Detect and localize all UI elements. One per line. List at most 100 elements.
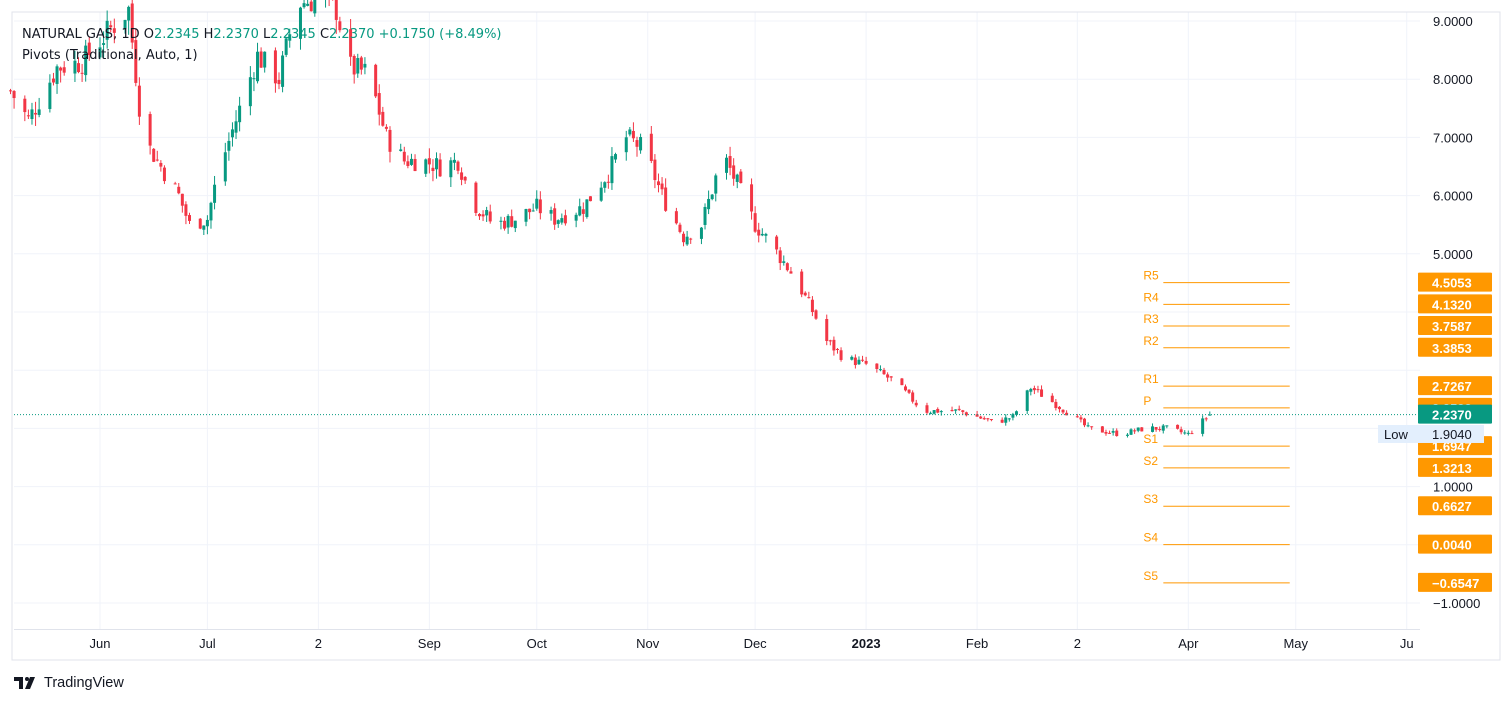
candle-body[interactable] — [402, 151, 406, 162]
candle-body[interactable] — [649, 133, 653, 161]
candle-body[interactable] — [764, 233, 768, 236]
candle-body[interactable] — [449, 160, 453, 178]
candle-body[interactable] — [202, 225, 206, 230]
candle-body[interactable] — [810, 299, 814, 313]
candle-body[interactable] — [664, 187, 668, 211]
candle-body[interactable] — [506, 215, 510, 228]
candle-body[interactable] — [352, 55, 356, 75]
candle-body[interactable] — [234, 121, 238, 133]
candle-body[interactable] — [814, 310, 818, 319]
candle-body[interactable] — [1115, 430, 1119, 437]
candle-body[interactable] — [427, 158, 431, 165]
candles[interactable] — [9, 0, 1212, 438]
candle-body[interactable] — [1004, 417, 1008, 423]
candle-body[interactable] — [857, 359, 861, 365]
price-axis-label[interactable]: 9.0000 — [1433, 14, 1473, 29]
candle-body[interactable] — [1190, 433, 1194, 435]
candle-body[interactable] — [775, 236, 779, 250]
candle-body[interactable] — [1086, 425, 1090, 427]
candle-body[interactable] — [524, 209, 528, 222]
candle-body[interactable] — [825, 319, 829, 341]
candle-body[interactable] — [399, 149, 403, 152]
candle-body[interactable] — [409, 158, 413, 165]
candle-body[interactable] — [59, 67, 63, 71]
candle-body[interactable] — [263, 51, 267, 68]
price-axis[interactable]: 9.0000 8.0000 7.0000 6.0000 5.0000 1.0000 −1.0… — [1433, 14, 1480, 611]
candle-body[interactable] — [238, 105, 242, 123]
candle-body[interactable] — [882, 369, 886, 375]
candle-body[interactable] — [298, 7, 302, 39]
candle-body[interactable] — [1090, 426, 1094, 428]
candle-body[interactable] — [1129, 429, 1133, 435]
candle-body[interactable] — [424, 159, 428, 174]
candle-body[interactable] — [284, 38, 288, 55]
candle-body[interactable] — [610, 156, 614, 184]
candle-body[interactable] — [9, 90, 12, 92]
candle-body[interactable] — [413, 158, 417, 172]
candle-body[interactable] — [563, 215, 567, 224]
candle-body[interactable] — [184, 204, 188, 216]
candle-body[interactable] — [1158, 429, 1162, 431]
candle-body[interactable] — [503, 220, 507, 229]
candle-body[interactable] — [832, 339, 836, 351]
price-axis-label[interactable]: −1.0000 — [1433, 596, 1480, 611]
candle-body[interactable] — [288, 34, 292, 41]
candle-body[interactable] — [1025, 390, 1029, 411]
candle-body[interactable] — [377, 93, 381, 115]
candle-body[interactable] — [886, 374, 890, 378]
candle-body[interactable] — [932, 410, 936, 414]
candle-body[interactable] — [585, 199, 589, 217]
legend-indicator-name[interactable]: Pivots (Traditional, Auto, 1) — [22, 48, 198, 63]
candle-body[interactable] — [982, 418, 986, 420]
candle-body[interactable] — [599, 187, 603, 201]
candle-body[interactable] — [828, 340, 832, 342]
candle-body[interactable] — [112, 28, 116, 33]
pivot-levels[interactable]: R5 R4 R3 R2 R1 P S1 S2 S3 S4 S5 — [1143, 269, 1290, 584]
candle-body[interactable] — [678, 224, 682, 232]
time-axis-label[interactable]: Apr — [1178, 636, 1199, 651]
candle-body[interactable] — [1050, 395, 1054, 403]
candle-body[interactable] — [1079, 417, 1083, 420]
candle-body[interactable] — [714, 175, 718, 194]
candle-body[interactable] — [925, 405, 929, 413]
candle-body[interactable] — [198, 218, 202, 229]
price-axis-label[interactable]: 5.0000 — [1433, 247, 1473, 262]
candle-body[interactable] — [574, 214, 578, 221]
candle-body[interactable] — [227, 140, 231, 151]
candle-body[interactable] — [363, 63, 367, 68]
candle-body[interactable] — [102, 43, 106, 45]
candle-body[interactable] — [306, 3, 310, 6]
candle-body[interactable] — [1007, 418, 1011, 420]
candle-body[interactable] — [98, 47, 102, 58]
candle-body[interactable] — [148, 114, 152, 146]
candle-body[interactable] — [631, 130, 635, 139]
price-axis-label[interactable]: 8.0000 — [1433, 72, 1473, 87]
time-axis-label[interactable]: Jul — [199, 636, 216, 651]
candle-body[interactable] — [1183, 432, 1187, 434]
candle-body[interactable] — [614, 154, 618, 160]
time-axis[interactable]: Jun Jul 2 Sep Oct Nov Dec 2023 Feb 2 Apr May Ju — [90, 636, 1414, 651]
candle-body[interactable] — [499, 220, 503, 222]
candle-body[interactable] — [835, 348, 839, 350]
candle-body[interactable] — [807, 297, 811, 299]
candle-body[interactable] — [728, 156, 732, 168]
candle-body[interactable] — [84, 45, 88, 76]
candle-body[interactable] — [1125, 434, 1129, 436]
candle-body[interactable] — [1165, 425, 1169, 427]
candle-body[interactable] — [23, 98, 27, 113]
candle-body[interactable] — [87, 42, 91, 56]
candle-body[interactable] — [152, 148, 156, 162]
candle-body[interactable] — [778, 250, 782, 264]
candle-body[interactable] — [259, 51, 263, 68]
candle-body[interactable] — [1186, 432, 1190, 434]
candle-body[interactable] — [1032, 388, 1036, 391]
candle-body[interactable] — [452, 159, 456, 163]
candle-body[interactable] — [1136, 427, 1140, 431]
footer-brand[interactable]: TradingView — [14, 675, 124, 691]
candle-body[interactable] — [213, 184, 217, 203]
candle-body[interactable] — [105, 20, 109, 40]
candle-body[interactable] — [957, 408, 961, 410]
candle-body[interactable] — [137, 85, 141, 117]
candle-body[interactable] — [435, 158, 439, 170]
